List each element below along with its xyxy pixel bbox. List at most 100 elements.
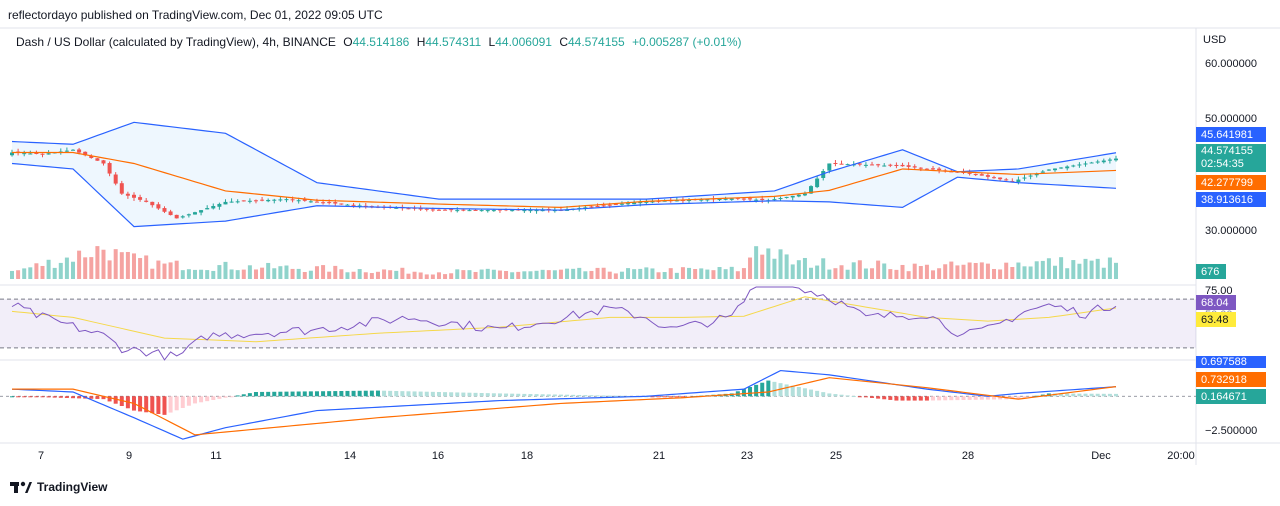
volume-bar [1022, 266, 1027, 279]
volume-bar [662, 272, 667, 279]
candle-body [1034, 173, 1039, 176]
macd-histogram-bar [156, 396, 161, 414]
volume-bar [729, 266, 734, 279]
volume-bar [595, 267, 600, 279]
macd-histogram-bar [394, 391, 399, 397]
macd-histogram-bar [46, 396, 51, 398]
macd-histogram-bar [443, 392, 448, 397]
price-tick-60: 60.000000 [1205, 58, 1257, 70]
volume-bar [339, 269, 344, 279]
macd-histogram-bar [924, 396, 929, 401]
candle-body [229, 201, 234, 203]
macd-histogram-bar [912, 396, 917, 401]
volume-bar [205, 270, 210, 279]
volume-bar [327, 271, 332, 279]
candle-body [979, 174, 984, 176]
volume-bar [851, 262, 856, 279]
volume-bar [333, 265, 338, 279]
candle-body [424, 208, 429, 210]
candle-body [22, 153, 27, 155]
volume-bar [766, 248, 771, 279]
candle-body [302, 199, 307, 201]
volume-bar [1089, 260, 1094, 279]
candle-body [217, 203, 222, 207]
macd-histogram-bar [192, 396, 197, 404]
candle-body [180, 216, 185, 218]
macd-histogram-bar [284, 391, 289, 397]
macd-histogram-bar [894, 396, 899, 401]
volume-bar [479, 269, 484, 279]
candle-body [882, 165, 887, 167]
macd-histogram-bar [955, 396, 960, 401]
macd-histogram-bar [314, 391, 319, 397]
volume-bar [52, 267, 57, 279]
volume-bar [699, 268, 704, 279]
candle-body [205, 208, 210, 210]
tag-macd-signal: 0.732918 [1196, 372, 1266, 387]
volume-bar [34, 263, 39, 279]
macd-histogram-bar [504, 393, 509, 397]
currency-label: USD [1203, 34, 1227, 46]
macd-histogram-bar [357, 390, 362, 397]
volume-bar [876, 260, 881, 279]
macd-histogram-bar [107, 396, 112, 402]
macd-histogram-bar [345, 390, 350, 397]
macd-histogram-bar [656, 396, 661, 398]
volume-bar [882, 263, 887, 279]
volume-bar [961, 264, 966, 279]
candle-body [290, 199, 295, 201]
volume-bar [992, 268, 997, 279]
volume-bar [522, 271, 527, 279]
macd-histogram-bar [931, 396, 936, 401]
candle-body [741, 198, 746, 200]
candle-body [351, 204, 356, 206]
candle-body [406, 208, 411, 210]
candle-body [821, 171, 826, 178]
macd-histogram-bar [28, 396, 33, 398]
price-tick-30: 30.000000 [1205, 225, 1257, 237]
time-tick: 25 [829, 450, 843, 462]
volume-bar [1083, 258, 1088, 279]
candle-body [455, 210, 460, 212]
macd-histogram-bar [802, 388, 807, 397]
candle-body [857, 163, 862, 165]
volume-bar [369, 273, 374, 279]
candle-body [89, 155, 94, 158]
volume-bar [266, 262, 271, 279]
volume-bar [552, 270, 557, 279]
volume-bar [260, 267, 265, 279]
macd-histogram-bar [223, 396, 228, 398]
low-value: 44.006091 [495, 35, 552, 49]
volume-bar [833, 268, 838, 279]
candle-body [266, 199, 271, 202]
candle-body [125, 193, 130, 196]
macd-histogram-bar [400, 391, 405, 397]
candle-body [83, 151, 88, 156]
macd-histogram-bar [772, 381, 777, 397]
macd-histogram-bar [540, 394, 545, 397]
macd-histogram-bar [351, 390, 356, 397]
candle-body [168, 211, 173, 216]
macd-histogram-bar [424, 391, 429, 397]
candle-body [912, 166, 917, 168]
volume-bar [668, 268, 673, 279]
volume-bar [577, 267, 582, 279]
volume-bar [900, 264, 905, 279]
volume-bar [1046, 258, 1051, 279]
volume-bar [430, 274, 435, 279]
macd-histogram-bar [607, 395, 612, 397]
volume-bar [741, 268, 746, 279]
candle-body [687, 199, 692, 201]
volume-bar [1028, 266, 1033, 279]
candle-body [418, 208, 423, 210]
macd-histogram-bar [77, 396, 82, 399]
candle-body [863, 164, 868, 166]
candle-body [1016, 179, 1021, 182]
volume-bar [601, 267, 606, 279]
candle-body [510, 210, 515, 212]
candle-body [717, 198, 722, 201]
candle-body [705, 199, 710, 201]
candle-body [144, 200, 149, 202]
candle-body [1040, 171, 1045, 173]
